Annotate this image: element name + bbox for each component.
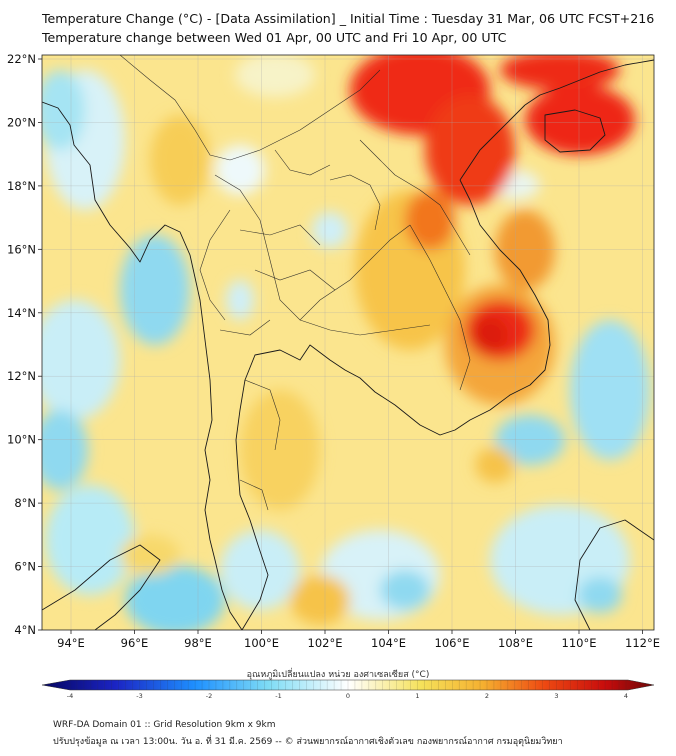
map-title: Temperature Change (°C) - [Data Assimila… bbox=[42, 11, 655, 26]
country-borders bbox=[119, 55, 471, 511]
latitude-label: 20°N bbox=[7, 115, 36, 129]
longitude-label: 94°E bbox=[57, 636, 85, 650]
colorbar-tick-label: 3 bbox=[554, 692, 559, 700]
longitude-label: 112°E bbox=[625, 636, 660, 650]
longitude-label: 98°E bbox=[184, 636, 212, 650]
colorbar-tick-label: 1 bbox=[415, 692, 420, 700]
latitude-label: 10°N bbox=[7, 433, 36, 447]
colorbar bbox=[41, 679, 655, 691]
longitude-label: 104°E bbox=[371, 636, 406, 650]
coastlines bbox=[42, 59, 654, 630]
longitude-label: 100°E bbox=[244, 636, 279, 650]
gridlines bbox=[42, 55, 654, 630]
latitude-label: 16°N bbox=[7, 242, 36, 256]
colorbar-tick-label: -1 bbox=[275, 692, 282, 700]
latitude-label: 12°N bbox=[7, 369, 36, 383]
latitude-label: 18°N bbox=[7, 179, 36, 193]
longitude-label: 106°E bbox=[435, 636, 470, 650]
map-frame bbox=[41, 54, 655, 631]
colorbar-tick-label: 0 bbox=[345, 692, 351, 700]
latitude-label: 4°N bbox=[14, 623, 36, 637]
longitude-label: 110°E bbox=[562, 636, 597, 650]
map-subtitle: Temperature change between Wed 01 Apr, 0… bbox=[42, 30, 507, 45]
colorbar-tick-label: 4 bbox=[623, 692, 629, 700]
latitude-label: 6°N bbox=[14, 560, 36, 574]
temperature-field bbox=[42, 55, 654, 630]
longitude-label: 102°E bbox=[308, 636, 343, 650]
latitude-label: 22°N bbox=[7, 52, 36, 66]
colorbar-tick-label: -2 bbox=[205, 692, 213, 700]
colorbar-tick-label: -4 bbox=[66, 692, 74, 700]
latitude-label: 8°N bbox=[14, 496, 36, 510]
colorbar-tick-label: -3 bbox=[136, 692, 143, 700]
model-info: WRF-DA Domain 01 :: Grid Resolution 9km … bbox=[53, 720, 276, 730]
latitude-label: 14°N bbox=[7, 306, 36, 320]
longitude-label: 108°E bbox=[498, 636, 533, 650]
longitude-label: 96°E bbox=[121, 636, 149, 650]
latitude-labels: 22°N 20°N 18°N 16°N 14°N 12°N 10°N 8°N 6°N 4°N bbox=[7, 52, 42, 637]
credit-text: ปรับปรุงข้อมูล ณ เวลา 13:00น. วัน อ. ที่… bbox=[53, 737, 563, 747]
colorbar-label: อุณหภูมิเปลี่ยนแปลง หน่วย องศาเซลเซียส (… bbox=[246, 670, 430, 680]
colorbar-tick-label: 2 bbox=[484, 692, 490, 700]
longitude-labels: 94°E 96°E 98°E 100°E 102°E 104°E 106°E 108°E 110… bbox=[57, 630, 660, 650]
